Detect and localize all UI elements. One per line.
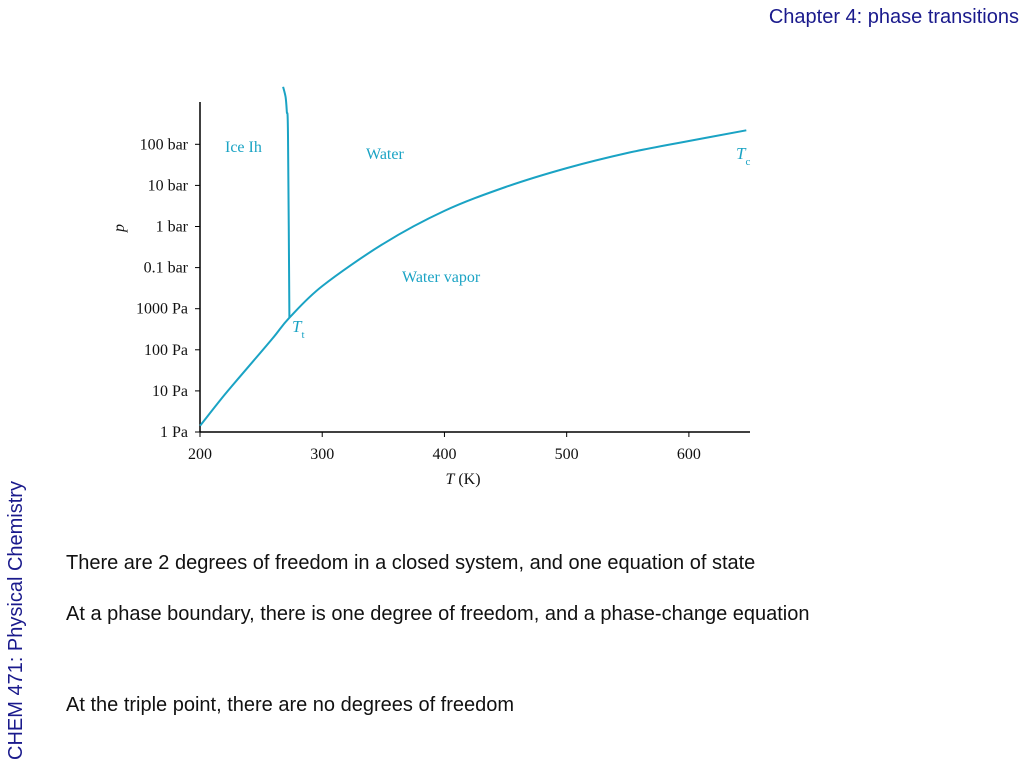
y-tick-label: 0.1 bar [144,260,189,277]
triple-point-sub: t [301,329,304,341]
ticks: 200 300 400 500 600 1 Pa 10 Pa 100 Pa 1000 Pa 0.1… [136,136,701,463]
labels: p T (K) Ice Ih Water Water vapor Tt Tc [111,139,750,488]
y-tick-label: 1 bar [156,219,189,236]
statement-closed-system: There are 2 degrees of freedom in a clos… [66,552,756,574]
chapter-title: Chapter 4: phase transitions [768,6,1019,28]
x-axis-label: T (K) [445,471,480,488]
course-label: CHEM 471: Physical Chemistry [5,481,27,760]
y-axis-label: p [111,224,128,233]
liquid-vapor-boundary [199,129,747,427]
y-tick-label: 10 bar [148,177,189,194]
y-tick-label: 1 Pa [160,424,188,441]
critical-point-main: T [736,144,747,163]
region-label-water: Water [366,146,404,163]
x-tick-label: 300 [310,446,334,463]
x-tick-label: 600 [677,446,701,463]
phase-boundaries [199,86,747,427]
y-tick-label: 100 Pa [144,342,188,359]
axes [199,102,750,433]
region-label-ice: Ice Ih [225,139,262,156]
critical-point-sub: c [745,156,750,168]
statement-triple-point: At the triple point, there are no degree… [66,694,515,716]
triple-point-main: T [292,317,303,336]
critical-point-label: Tc [736,144,750,168]
x-axis-label-var: T [445,471,455,488]
x-tick-label: 200 [188,446,212,463]
triple-point-label: Tt [292,317,305,341]
x-tick-label: 500 [555,446,579,463]
phase-diagram: 200 300 400 500 600 1 Pa 10 Pa 100 Pa 1000 Pa 0.1… [111,86,750,488]
statement-phase-boundary: At a phase boundary, there is one degree… [66,603,810,625]
region-label-vapor: Water vapor [402,269,481,286]
x-tick-label: 400 [432,446,456,463]
solid-liquid-boundary [282,86,291,318]
x-axis-label-unit: (K) [458,471,480,488]
y-tick-label: 10 Pa [152,383,188,400]
y-tick-label: 1000 Pa [136,301,188,318]
y-tick-label: 100 bar [140,136,189,153]
